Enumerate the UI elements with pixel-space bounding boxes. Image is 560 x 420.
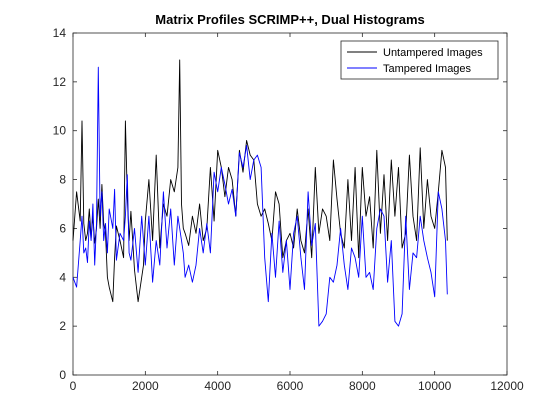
y-tick-label: 6 — [59, 221, 66, 235]
y-tick-label: 10 — [53, 124, 67, 138]
y-tick-label: 4 — [59, 270, 66, 284]
legend-box — [340, 40, 499, 80]
series-group — [72, 59, 448, 327]
x-tick-label: 2000 — [132, 379, 159, 393]
x-tick-label: 4000 — [204, 379, 231, 393]
series-line-tampered — [72, 66, 448, 327]
legend: Untampered Images Tampered Images — [340, 40, 499, 80]
axes-box — [72, 32, 508, 376]
legend-label: Tampered Images — [383, 63, 472, 75]
y-tick-label: 0 — [59, 368, 66, 382]
y-tick-label: 14 — [53, 26, 67, 40]
x-tick-label: 8000 — [349, 379, 376, 393]
axis-ticks: 0 2000 4000 6000 8000 10000 12000 0 2 4 6 8 10 12 14 — [53, 26, 524, 393]
plot-area — [72, 32, 508, 376]
x-tick-label: 6000 — [277, 379, 304, 393]
y-tick-label: 8 — [59, 173, 66, 187]
y-tick-label: 12 — [53, 75, 67, 89]
x-tick-label: 10000 — [418, 379, 452, 393]
y-tick-label: 2 — [59, 319, 66, 333]
x-tick-label: 12000 — [490, 379, 524, 393]
legend-label: Untampered Images — [383, 47, 483, 59]
chart-title: Matrix Profiles SCRIMP++, Dual Histogram… — [155, 12, 424, 27]
x-tick-label: 0 — [70, 379, 77, 393]
